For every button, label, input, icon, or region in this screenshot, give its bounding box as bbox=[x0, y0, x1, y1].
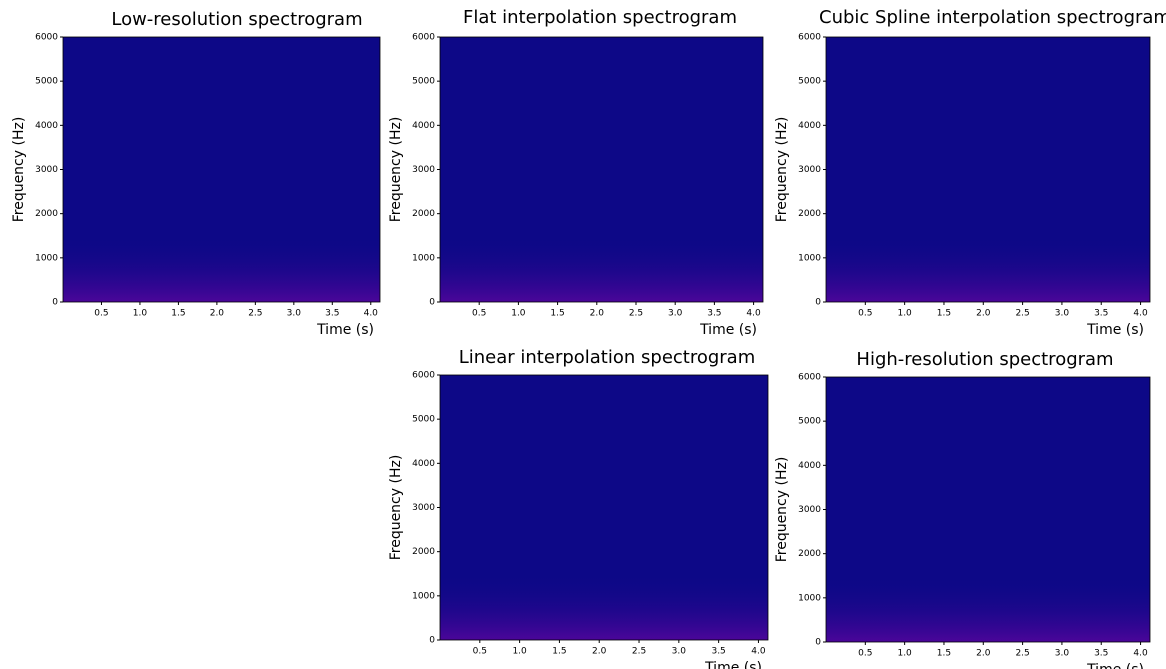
y-tick-label: 5000 bbox=[798, 77, 821, 87]
x-tick-label: 3.0 bbox=[1055, 649, 1070, 659]
chart-title: Low-resolution spectrogram bbox=[111, 9, 362, 30]
y-tick-label: 5000 bbox=[35, 77, 58, 87]
x-tick-label: 3.0 bbox=[1055, 309, 1070, 319]
chart-title: High-resolution spectrogram bbox=[856, 349, 1113, 370]
spectrogram-shade bbox=[63, 37, 380, 302]
y-axis-label: Frequency (Hz) bbox=[11, 117, 27, 223]
y-tick-label: 4000 bbox=[798, 121, 821, 131]
x-tick-label: 1.5 bbox=[937, 309, 951, 319]
y-tick-label: 5000 bbox=[412, 77, 435, 87]
x-tick-label: 2.0 bbox=[976, 649, 991, 659]
x-axis-label: Time (s) bbox=[704, 660, 762, 669]
y-axis-label: Frequency (Hz) bbox=[774, 117, 790, 223]
x-tick-label: 4.0 bbox=[1133, 309, 1148, 319]
x-tick-label: 1.5 bbox=[171, 309, 185, 319]
x-tick-label: 2.5 bbox=[1015, 649, 1029, 659]
x-axis-label: Time (s) bbox=[316, 322, 374, 338]
y-tick-label: 0 bbox=[815, 638, 821, 648]
spectrogram-shade bbox=[826, 377, 1150, 642]
y-axis-label: Frequency (Hz) bbox=[388, 117, 404, 223]
y-tick-label: 1000 bbox=[412, 253, 435, 263]
x-tick-label: 3.5 bbox=[711, 647, 725, 657]
y-tick-label: 3000 bbox=[412, 503, 435, 513]
y-tick-label: 3000 bbox=[798, 505, 821, 515]
x-axis-label: Time (s) bbox=[699, 322, 757, 338]
y-tick-label: 1000 bbox=[412, 591, 435, 601]
x-tick-label: 4.0 bbox=[1133, 649, 1148, 659]
y-tick-label: 2000 bbox=[798, 209, 821, 219]
y-tick-label: 1000 bbox=[798, 253, 821, 263]
x-tick-label: 2.5 bbox=[1015, 309, 1029, 319]
y-tick-label: 4000 bbox=[798, 461, 821, 471]
x-tick-label: 2.5 bbox=[248, 309, 262, 319]
x-tick-label: 3.0 bbox=[672, 647, 687, 657]
x-tick-label: 0.5 bbox=[94, 309, 108, 319]
y-tick-label: 1000 bbox=[798, 593, 821, 603]
x-tick-label: 2.0 bbox=[592, 647, 607, 657]
spectrogram-shade bbox=[440, 37, 763, 302]
y-axis-label: Frequency (Hz) bbox=[388, 455, 404, 561]
y-tick-label: 6000 bbox=[798, 33, 821, 43]
x-tick-label: 2.5 bbox=[629, 309, 643, 319]
y-tick-label: 5000 bbox=[798, 417, 821, 427]
y-tick-label: 3000 bbox=[798, 165, 821, 175]
x-tick-label: 1.5 bbox=[550, 309, 564, 319]
x-tick-label: 0.5 bbox=[473, 647, 487, 657]
y-tick-label: 6000 bbox=[412, 371, 435, 381]
y-tick-label: 0 bbox=[815, 298, 821, 308]
y-tick-label: 6000 bbox=[412, 33, 435, 43]
x-tick-label: 1.0 bbox=[897, 649, 912, 659]
x-tick-label: 1.0 bbox=[511, 309, 526, 319]
x-tick-label: 3.5 bbox=[1094, 649, 1108, 659]
x-tick-label: 3.5 bbox=[1094, 309, 1108, 319]
chart-title: Linear interpolation spectrogram bbox=[459, 347, 756, 368]
y-tick-label: 3000 bbox=[412, 165, 435, 175]
x-tick-label: 0.5 bbox=[858, 309, 872, 319]
x-tick-label: 3.0 bbox=[287, 309, 302, 319]
x-tick-label: 4.0 bbox=[364, 309, 379, 319]
x-tick-label: 2.0 bbox=[976, 309, 991, 319]
y-tick-label: 6000 bbox=[798, 373, 821, 383]
x-tick-label: 4.0 bbox=[751, 647, 766, 657]
x-tick-label: 2.5 bbox=[632, 647, 646, 657]
y-tick-label: 5000 bbox=[412, 415, 435, 425]
x-tick-label: 2.0 bbox=[590, 309, 605, 319]
x-axis-label: Time (s) bbox=[1086, 662, 1144, 669]
x-tick-label: 0.5 bbox=[858, 649, 872, 659]
y-tick-label: 0 bbox=[429, 298, 435, 308]
x-tick-label: 3.5 bbox=[325, 309, 339, 319]
x-tick-label: 1.0 bbox=[897, 309, 912, 319]
x-tick-label: 2.0 bbox=[210, 309, 225, 319]
y-tick-label: 0 bbox=[52, 298, 58, 308]
y-tick-label: 2000 bbox=[35, 209, 58, 219]
y-axis-label: Frequency (Hz) bbox=[774, 457, 790, 563]
x-axis-label: Time (s) bbox=[1086, 322, 1144, 338]
y-tick-label: 6000 bbox=[35, 33, 58, 43]
x-tick-label: 1.5 bbox=[937, 649, 951, 659]
x-tick-label: 1.5 bbox=[552, 647, 566, 657]
chart-title: Cubic Spline interpolation spectrogram bbox=[819, 7, 1166, 28]
y-tick-label: 2000 bbox=[412, 209, 435, 219]
x-tick-label: 3.5 bbox=[707, 309, 721, 319]
y-tick-label: 0 bbox=[429, 636, 435, 646]
chart-title: Flat interpolation spectrogram bbox=[463, 7, 737, 28]
x-tick-label: 3.0 bbox=[668, 309, 683, 319]
spectrogram-shade bbox=[440, 375, 768, 640]
y-tick-label: 4000 bbox=[412, 459, 435, 469]
y-tick-label: 3000 bbox=[35, 165, 58, 175]
y-tick-label: 2000 bbox=[798, 549, 821, 559]
y-tick-label: 2000 bbox=[412, 547, 435, 557]
x-tick-label: 0.5 bbox=[472, 309, 486, 319]
x-tick-label: 1.0 bbox=[133, 309, 148, 319]
y-tick-label: 4000 bbox=[412, 121, 435, 131]
spectrogram-shade bbox=[826, 37, 1150, 302]
x-tick-label: 1.0 bbox=[512, 647, 527, 657]
x-tick-label: 4.0 bbox=[746, 309, 761, 319]
y-tick-label: 1000 bbox=[35, 253, 58, 263]
y-tick-label: 4000 bbox=[35, 121, 58, 131]
